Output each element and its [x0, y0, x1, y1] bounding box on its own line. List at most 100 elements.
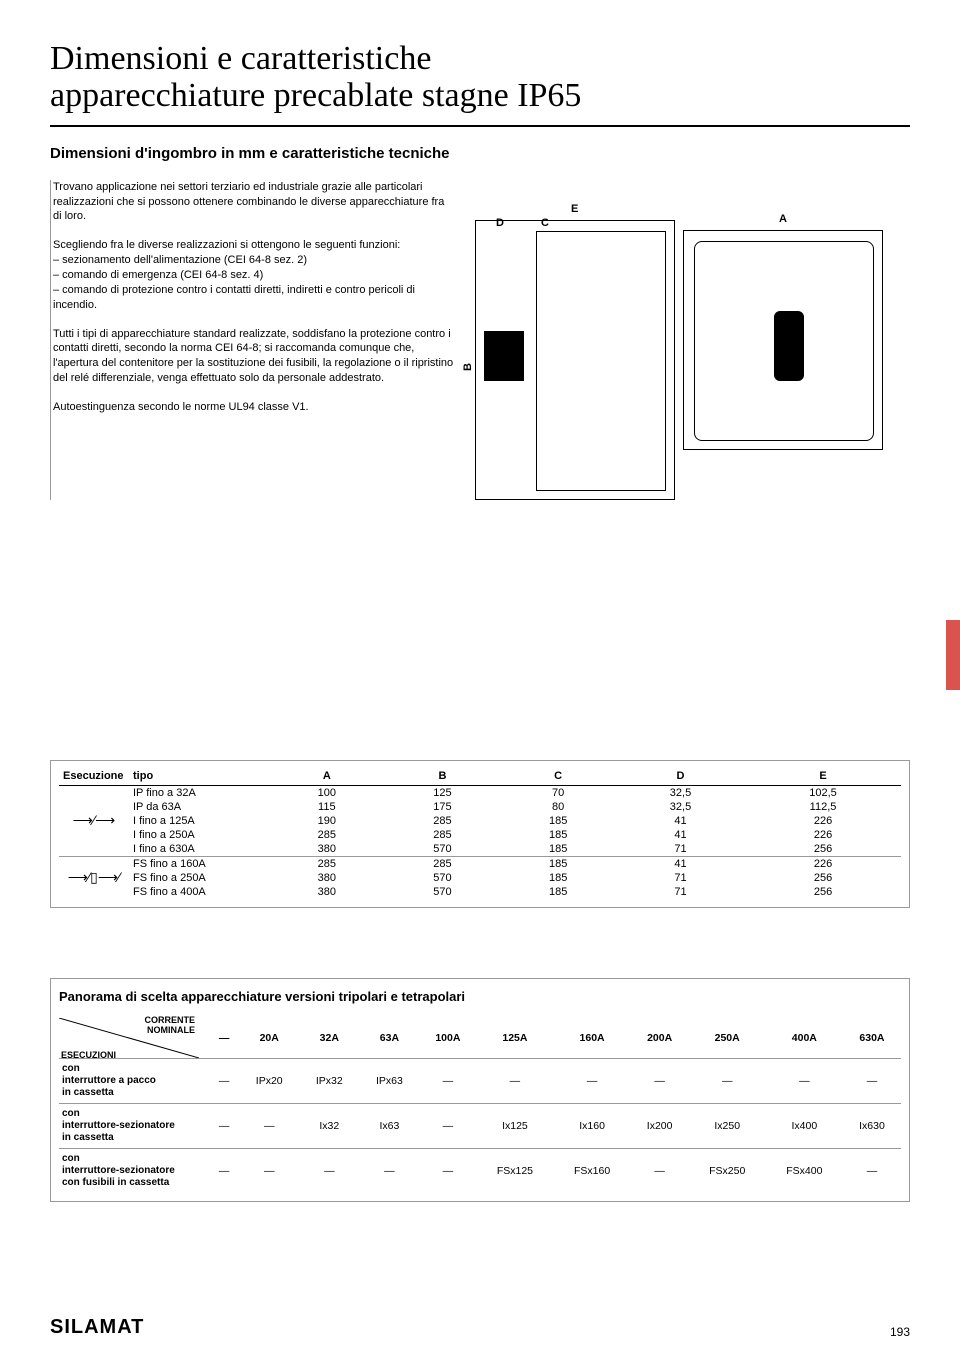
paragraph-2: Scegliendo fra le diverse realizzazioni … — [53, 238, 455, 312]
table-cell: 71 — [616, 871, 745, 885]
title-line-1: Dimensioni e caratteristiche — [50, 40, 910, 77]
panorama-cell: — — [843, 1058, 901, 1103]
table-cell: 256 — [745, 871, 901, 885]
paragraph-3: Tutti i tipi di apparecchiature standard… — [53, 327, 455, 386]
side-tab — [946, 620, 960, 690]
table-cell: 32,5 — [616, 785, 745, 800]
pcol-10: 630A — [843, 1018, 901, 1059]
pcol-3: 63A — [359, 1018, 419, 1059]
table-cell: IP da 63A — [129, 800, 269, 814]
pcol-2: 32A — [299, 1018, 359, 1059]
text-column: Trovano applicazione nei settori terziar… — [50, 180, 455, 500]
table-cell: 102,5 — [745, 785, 901, 800]
title-rule — [50, 125, 910, 127]
table-cell: I fino a 250A — [129, 828, 269, 842]
diag-header-top: CORRENTE NOMINALE — [144, 1016, 195, 1036]
dim-label-c: C — [541, 217, 549, 229]
table-cell: 71 — [616, 842, 745, 857]
table-cell: 41 — [616, 856, 745, 871]
panorama-cell: — — [239, 1148, 299, 1193]
table-cell: 41 — [616, 814, 745, 828]
panorama-cell: — — [419, 1103, 476, 1148]
panorama-cell: IPx20 — [239, 1058, 299, 1103]
table-cell: 285 — [385, 828, 501, 842]
panorama-cell: Ix400 — [766, 1103, 843, 1148]
panorama-row-label: con interruttore-sezionatore con fusibil… — [59, 1148, 209, 1193]
panorama-cell: FSx400 — [766, 1148, 843, 1193]
table-cell: 125 — [385, 785, 501, 800]
table-cell: FS fino a 160A — [129, 856, 269, 871]
pcol-4: 100A — [419, 1018, 476, 1059]
table-cell: 256 — [745, 885, 901, 899]
table-cell: 41 — [616, 828, 745, 842]
panorama-cell: — — [419, 1148, 476, 1193]
th-e: E — [745, 767, 901, 786]
panorama-cell: — — [843, 1148, 901, 1193]
table-cell: 32,5 — [616, 800, 745, 814]
panorama-cell: — — [209, 1058, 239, 1103]
table-cell: 80 — [500, 800, 616, 814]
panorama-cell: Ix630 — [843, 1103, 901, 1148]
brand-logo: SILAMAT — [50, 1316, 144, 1339]
dim-label-b: B — [462, 363, 474, 371]
panorama-cell: FSx125 — [476, 1148, 553, 1193]
table-cell: 115 — [269, 800, 385, 814]
diag-header-bot: ESECUZIONI — [61, 1050, 116, 1060]
table-cell: 71 — [616, 885, 745, 899]
table-cell: 185 — [500, 814, 616, 828]
table-cell: 70 — [500, 785, 616, 800]
dim-label-e: E — [571, 203, 578, 215]
table-cell: 175 — [385, 800, 501, 814]
panorama-cell: Ix250 — [689, 1103, 766, 1148]
table-cell: 185 — [500, 885, 616, 899]
panorama-table: CORRENTE NOMINALE ESECUZIONI — 20A 32A 6… — [59, 1018, 901, 1193]
table-cell: 380 — [269, 842, 385, 857]
diagram-column: E D C B A — [475, 180, 910, 500]
panorama-cell: — — [631, 1058, 689, 1103]
table-cell: 570 — [385, 842, 501, 857]
panorama-cell: — — [766, 1058, 843, 1103]
panorama-cell: — — [359, 1148, 419, 1193]
table-cell: 100 — [269, 785, 385, 800]
dim-label-a: A — [779, 213, 787, 225]
panorama-cell: — — [209, 1103, 239, 1148]
table-cell: 380 — [269, 871, 385, 885]
panorama-cell: IPx32 — [299, 1058, 359, 1103]
th-b: B — [385, 767, 501, 786]
diagram-front: E D C B — [475, 220, 675, 500]
table-cell: 285 — [385, 856, 501, 871]
th-c: C — [500, 767, 616, 786]
title-line-2: apparecchiature precablate stagne IP65 — [50, 77, 910, 114]
table-cell: I fino a 630A — [129, 842, 269, 857]
panorama-block: Panorama di scelta apparecchiature versi… — [50, 978, 910, 1202]
pcol-9: 400A — [766, 1018, 843, 1059]
subtitle: Dimensioni d'ingombro in mm e caratteris… — [50, 145, 910, 162]
table-cell: 185 — [500, 842, 616, 857]
panorama-cell: FSx250 — [689, 1148, 766, 1193]
table-cell: 185 — [500, 856, 616, 871]
diagonal-header: CORRENTE NOMINALE ESECUZIONI — [59, 1018, 199, 1058]
panorama-cell: Ix200 — [631, 1103, 689, 1148]
th-d: D — [616, 767, 745, 786]
table-cell: 226 — [745, 856, 901, 871]
switch-icon-2: ⟶⁄▯⟶⁄ — [59, 856, 129, 899]
table-cell: 285 — [385, 814, 501, 828]
pcol-8: 250A — [689, 1018, 766, 1059]
content-row: Trovano applicazione nei settori terziar… — [50, 180, 910, 500]
th-esecuzione: Esecuzione — [59, 767, 129, 786]
table-cell: 185 — [500, 828, 616, 842]
panorama-cell: — — [419, 1058, 476, 1103]
dim-label-d: D — [496, 217, 504, 229]
page-title-block: Dimensioni e caratteristiche apparecchia… — [50, 40, 910, 115]
table-cell: 256 — [745, 842, 901, 857]
panorama-title: Panorama di scelta apparecchiature versi… — [59, 989, 901, 1004]
th-a: A — [269, 767, 385, 786]
table-cell: 380 — [269, 885, 385, 899]
panorama-cell: — — [476, 1058, 553, 1103]
panorama-row-label: con interruttore-sezionatore in cassetta — [59, 1103, 209, 1148]
table-cell: 185 — [500, 871, 616, 885]
panorama-cell: Ix125 — [476, 1103, 553, 1148]
table-cell: FS fino a 400A — [129, 885, 269, 899]
panorama-cell: — — [631, 1148, 689, 1193]
panorama-cell: Ix160 — [554, 1103, 631, 1148]
